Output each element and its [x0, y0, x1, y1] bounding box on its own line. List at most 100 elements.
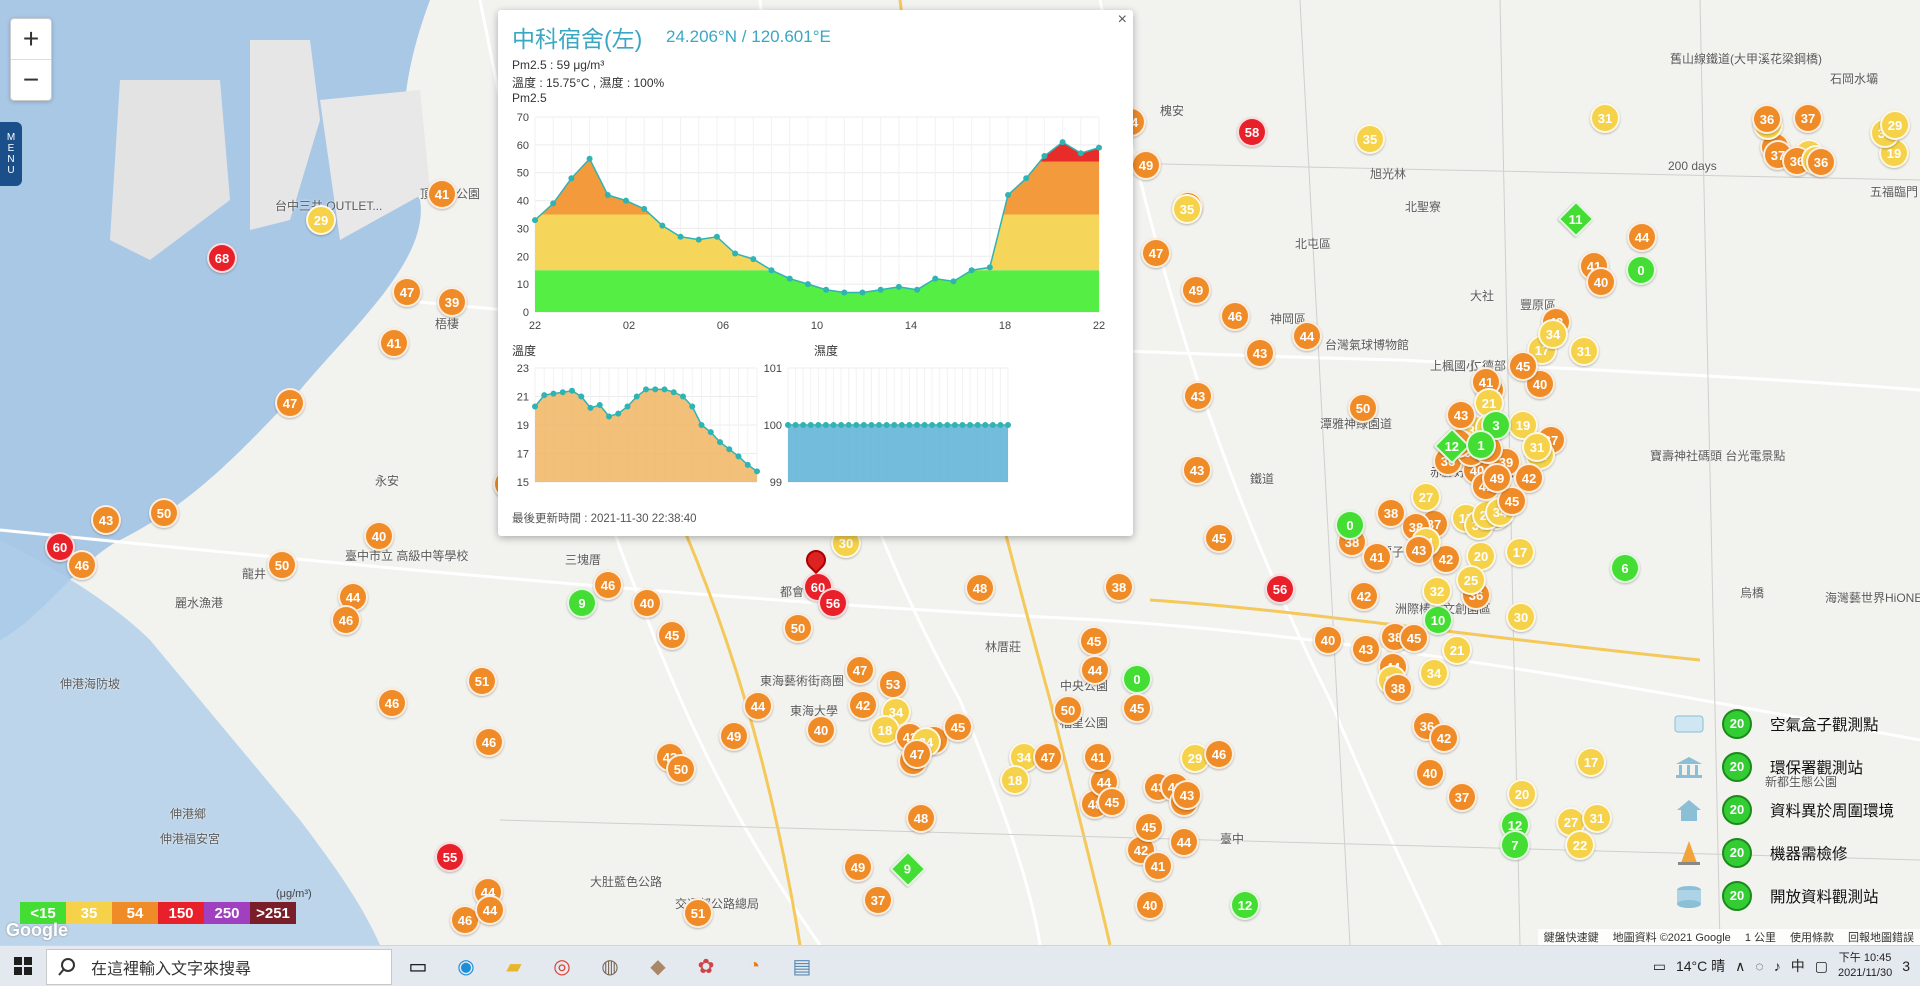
app-icon-3[interactable]: ✿ [697, 955, 715, 978]
station-marker[interactable]: 44 [743, 691, 773, 721]
station-marker[interactable]: 46 [377, 688, 407, 718]
station-marker[interactable]: 41 [1083, 742, 1113, 772]
station-marker[interactable]: 49 [1131, 150, 1161, 180]
station-marker[interactable]: 43 [1183, 381, 1213, 411]
station-marker[interactable]: 43 [1172, 780, 1202, 810]
attribution-link[interactable]: 1 公里 [1744, 932, 1776, 944]
station-marker[interactable]: 31 [1582, 803, 1612, 833]
station-marker[interactable]: 0 [1335, 510, 1365, 540]
station-marker[interactable]: 43 [91, 505, 121, 535]
station-marker[interactable]: 41 [1362, 542, 1392, 572]
task-view-icon[interactable]: ▭ [408, 955, 428, 978]
station-marker[interactable]: 53 [878, 669, 908, 699]
station-marker[interactable]: 40 [364, 521, 394, 551]
station-marker[interactable]: 50 [783, 613, 813, 643]
station-marker[interactable]: 18 [1000, 765, 1030, 795]
station-marker[interactable]: 43 [1351, 634, 1381, 664]
station-marker[interactable]: 45 [943, 712, 973, 742]
station-marker[interactable]: 34 [1538, 319, 1568, 349]
station-marker[interactable]: 22 [1565, 830, 1595, 860]
app-icon-1[interactable]: ◍ [601, 955, 619, 978]
station-marker[interactable]: 58 [1237, 117, 1267, 147]
station-marker[interactable]: 1 [1466, 430, 1496, 460]
station-marker[interactable]: 36 [1806, 147, 1836, 177]
station-marker[interactable]: 38 [1104, 572, 1134, 602]
station-marker[interactable]: 21 [1442, 635, 1472, 665]
station-marker[interactable]: 40 [1586, 267, 1616, 297]
taskbar-search-box[interactable]: 在這裡輸入文字來搜尋 [46, 949, 392, 985]
notification-icon[interactable]: 3 [1902, 958, 1910, 974]
station-marker[interactable]: 51 [683, 898, 713, 928]
station-marker[interactable]: 50 [1053, 695, 1083, 725]
zoom-out-button[interactable]: − [11, 59, 51, 100]
station-marker[interactable]: 45 [1399, 623, 1429, 653]
station-marker[interactable]: 46 [67, 550, 97, 580]
zoom-in-button[interactable]: + [22, 23, 40, 54]
station-marker[interactable]: 45 [1122, 693, 1152, 723]
volume-icon[interactable]: ♪ [1773, 958, 1781, 974]
station-marker[interactable]: 49 [1482, 463, 1512, 493]
attribution-link[interactable]: 回報地圖錯誤 [1848, 932, 1914, 944]
station-marker[interactable]: 27 [1411, 482, 1441, 512]
station-marker[interactable]: 36 [1752, 104, 1782, 134]
station-marker[interactable]: 41 [379, 328, 409, 358]
station-marker[interactable]: 49 [1181, 275, 1211, 305]
station-marker[interactable]: 47 [392, 277, 422, 307]
station-marker[interactable]: 41 [427, 179, 457, 209]
station-marker[interactable]: 12 [1230, 890, 1260, 920]
station-marker[interactable]: 45 [1204, 523, 1234, 553]
attribution-link[interactable]: 地圖資料 ©2021 Google [1612, 932, 1731, 944]
station-marker[interactable]: 50 [267, 550, 297, 580]
station-marker[interactable]: 37 [1447, 782, 1477, 812]
station-marker[interactable]: 47 [275, 388, 305, 418]
station-marker[interactable]: 43 [1245, 338, 1275, 368]
station-marker[interactable]: 41 [1143, 851, 1173, 881]
station-marker[interactable]: 42 [1349, 581, 1379, 611]
station-marker[interactable]: 43 [1404, 535, 1434, 565]
station-marker[interactable]: 17 [1576, 747, 1606, 777]
close-icon[interactable]: × [1117, 11, 1127, 28]
station-marker[interactable]: 0 [1122, 664, 1152, 694]
station-marker[interactable]: 47 [1141, 238, 1171, 268]
attribution-link[interactable]: 使用條款 [1790, 932, 1834, 944]
station-marker[interactable]: 47 [902, 739, 932, 769]
blender-icon[interactable]: ◔ [747, 954, 761, 977]
station-marker[interactable]: 39 [437, 287, 467, 317]
station-marker[interactable]: 49 [719, 721, 749, 751]
station-marker[interactable]: 44 [475, 895, 505, 925]
station-marker[interactable]: 10 [1423, 605, 1453, 635]
station-marker[interactable]: 45 [1508, 351, 1538, 381]
station-marker[interactable]: 37 [1793, 103, 1823, 133]
station-marker[interactable]: 20 [1507, 779, 1537, 809]
weather-icon[interactable]: ▭ [1652, 957, 1666, 974]
ime-mode-icon[interactable]: ▢ [1814, 957, 1828, 974]
station-marker[interactable]: 35 [1355, 124, 1385, 154]
station-marker[interactable]: 3 [1481, 410, 1511, 440]
station-marker[interactable]: 40 [806, 715, 836, 745]
station-marker[interactable]: 55 [435, 842, 465, 872]
station-marker[interactable]: 46 [1220, 301, 1250, 331]
station-marker[interactable]: 46 [450, 905, 480, 935]
station-marker[interactable]: 49 [843, 852, 873, 882]
edge-icon[interactable]: ◉ [457, 955, 475, 978]
station-marker[interactable]: 47 [845, 655, 875, 685]
station-marker[interactable]: 25 [1456, 565, 1486, 595]
chrome-icon[interactable]: ◎ [553, 955, 571, 978]
station-marker[interactable]: 43 [1446, 400, 1476, 430]
station-marker[interactable]: 60 [45, 532, 75, 562]
station-marker[interactable]: 31 [1569, 336, 1599, 366]
station-marker[interactable]: 45 [1134, 812, 1164, 842]
file-explorer-icon[interactable]: ▰ [506, 955, 522, 978]
station-marker[interactable]: 40 [1135, 890, 1165, 920]
station-marker[interactable]: 40 [1313, 625, 1343, 655]
station-marker[interactable]: 50 [149, 498, 179, 528]
station-marker[interactable]: 31 [1590, 103, 1620, 133]
station-marker[interactable]: 7 [1500, 830, 1530, 860]
weather-text[interactable]: 14°C 晴 [1675, 958, 1726, 974]
station-marker[interactable]: 44 [1169, 827, 1199, 857]
station-marker[interactable]: 43 [1182, 455, 1212, 485]
station-marker[interactable]: 44 [1080, 655, 1110, 685]
station-marker[interactable]: 38 [1376, 498, 1406, 528]
station-marker[interactable]: 17 [1505, 537, 1535, 567]
